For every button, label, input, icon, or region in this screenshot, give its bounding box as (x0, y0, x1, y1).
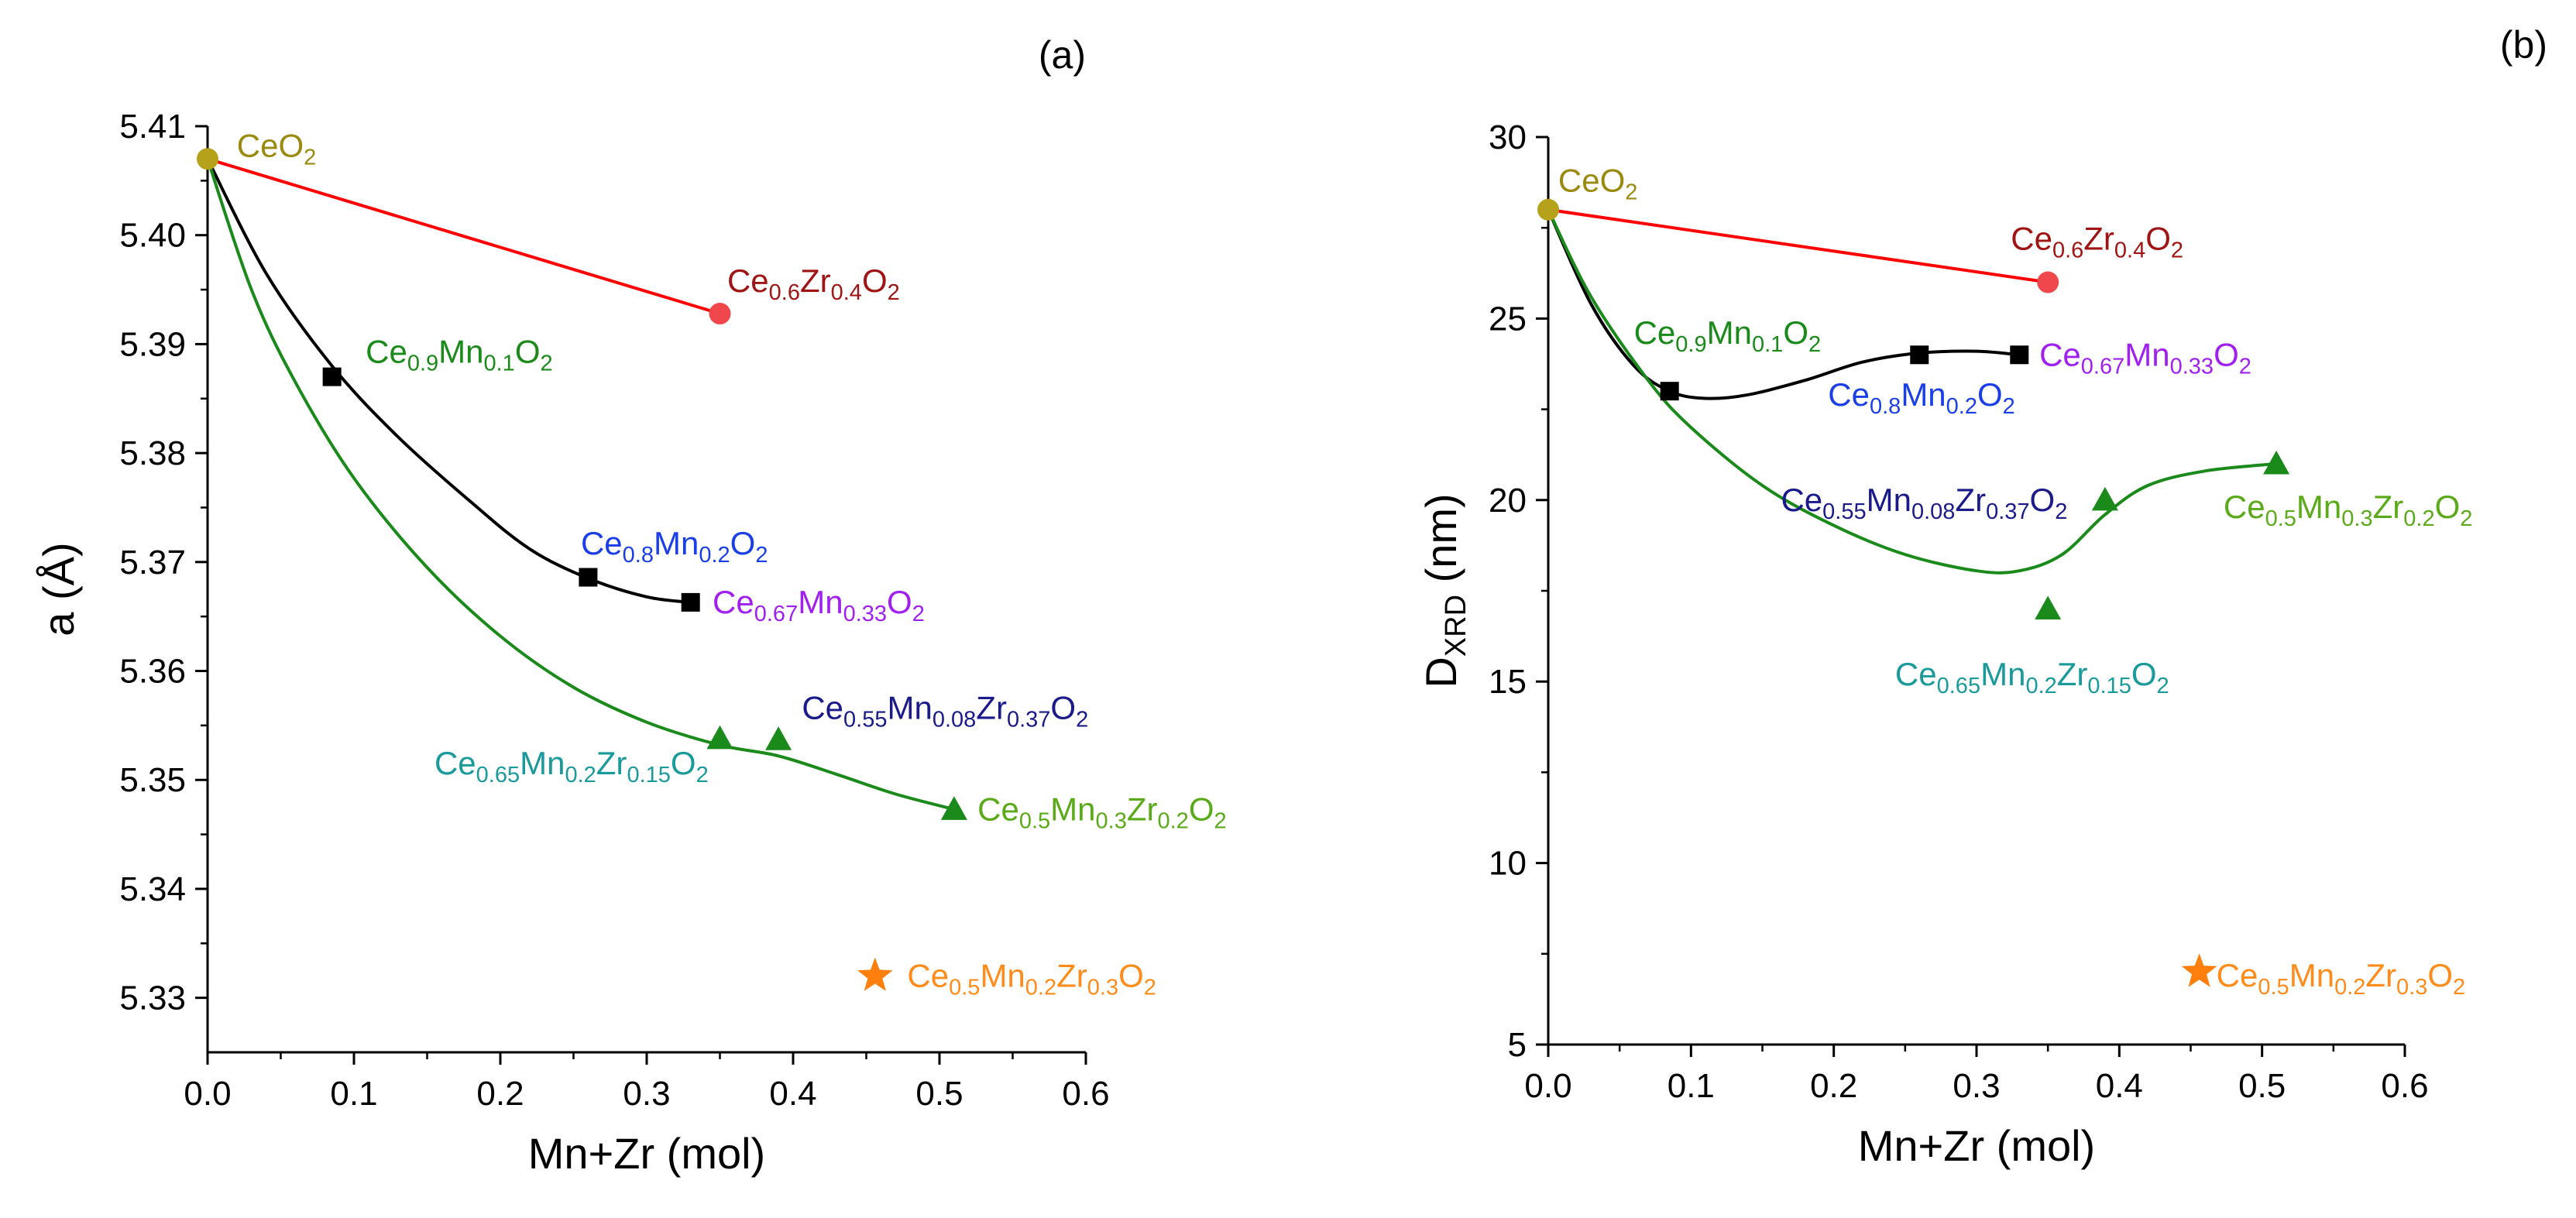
triangle-marker (940, 796, 967, 820)
y-tick-label: 5.34 (119, 870, 186, 908)
x-tick-label: 0.2 (1810, 1067, 1857, 1105)
data-label: Ce0.67Mn0.33O2 (2039, 336, 2251, 379)
star-marker (857, 957, 893, 991)
y-tick-label: 20 (1489, 482, 1527, 520)
y-tick-label: 5 (1508, 1026, 1527, 1064)
y-tick-label: 15 (1489, 663, 1527, 701)
square-marker (1910, 345, 1929, 365)
data-label: Ce0.65Mn0.2Zr0.15O2 (1895, 656, 2169, 698)
square-marker (322, 367, 342, 386)
circle-marker (1537, 198, 1559, 221)
star-marker (2181, 953, 2217, 987)
x-tick-label: 0.3 (623, 1075, 670, 1113)
y-tick-label: 5.35 (119, 761, 186, 799)
y-tick-label: 5.36 (119, 653, 186, 691)
data-label: Ce0.6Zr0.4O2 (2011, 220, 2183, 262)
x-tick-label: 0.0 (184, 1075, 231, 1113)
data-label: Ce0.55Mn0.08Zr0.37O2 (802, 689, 1088, 732)
data-label: Ce0.5Mn0.2Zr0.3O2 (2217, 957, 2466, 1000)
panel-a: 0.0 0.1 0.2 0.3 0.4 0.5 0.6 5.33 5.34 5.35 5.36 5.3… (34, 33, 1227, 1178)
panel-label: (b) (2500, 23, 2547, 67)
x-tick-label: 0.5 (2238, 1067, 2286, 1105)
data-label: Ce0.65Mn0.2Zr0.15O2 (434, 745, 709, 787)
triangle-marker (2091, 486, 2118, 511)
data-label: Ce0.5Mn0.2Zr0.3O2 (907, 958, 1156, 1000)
panel-label: (a) (1039, 33, 1086, 77)
y-tick-label: 5.38 (119, 434, 186, 472)
x-tick-label: 0.1 (1668, 1067, 1715, 1105)
circle-marker (709, 303, 731, 325)
triangle-marker (765, 726, 792, 750)
data-label: Ce0.5Mn0.3Zr0.2O2 (2224, 489, 2473, 531)
y-axis-label: a (Å) (34, 542, 83, 636)
data-label: Ce0.5Mn0.3Zr0.2O2 (977, 791, 1227, 833)
square-marker (2010, 345, 2029, 365)
data-label: Ce0.67Mn0.33O2 (713, 584, 925, 626)
x-tick-label: 0.6 (1062, 1075, 1109, 1113)
y-tick-label: 5.41 (119, 108, 186, 146)
triangle-marker (2263, 450, 2290, 475)
data-label: CeO2 (237, 127, 317, 170)
x-axis-label: Mn+Zr (mol) (1858, 1121, 2095, 1170)
y-tick-label: 5.39 (119, 325, 186, 363)
square-marker (681, 592, 700, 612)
data-label: Ce0.55Mn0.08Zr0.37O2 (1781, 482, 2067, 524)
series-line-ce-mn-zr (206, 158, 955, 811)
x-tick-label: 0.2 (476, 1075, 524, 1113)
y-tick-label: 5.37 (119, 544, 186, 582)
series-line-ce-mn (1547, 208, 2020, 400)
x-tick-label: 0.0 (1524, 1067, 1571, 1105)
circle-marker (197, 148, 218, 170)
series-line-ce-mn (206, 158, 691, 604)
data-label: Ce0.6Zr0.4O2 (727, 262, 900, 305)
circle-marker (2037, 271, 2059, 293)
series-line-ce-mn-zr (1547, 208, 2277, 575)
square-marker (579, 568, 598, 587)
data-label: Ce0.9Mn0.1O2 (1634, 314, 1822, 357)
x-tick-label: 0.1 (330, 1075, 377, 1113)
y-tick-label: 5.40 (119, 217, 186, 255)
x-tick-label: 0.4 (2096, 1067, 2143, 1105)
y-tick-label: 5.33 (119, 980, 186, 1017)
x-tick-label: 0.3 (1953, 1067, 2000, 1105)
data-label: Ce0.9Mn0.1O2 (366, 333, 553, 376)
y-tick-label: 10 (1489, 845, 1527, 883)
data-label: CeO2 (1558, 162, 1638, 204)
triangle-marker (706, 725, 733, 750)
y-tick-label: 30 (1489, 118, 1527, 156)
square-marker (1660, 382, 1679, 401)
data-label: Ce0.8Mn0.2O2 (1828, 376, 2015, 419)
series-line-ce-zr (207, 157, 721, 315)
x-axis-label: Mn+Zr (mol) (528, 1129, 765, 1178)
series-line-ce-zr (1547, 208, 2049, 284)
data-label: Ce0.8Mn0.2O2 (581, 525, 768, 568)
x-tick-label: 0.4 (769, 1075, 816, 1113)
x-tick-label: 0.5 (915, 1075, 963, 1113)
triangle-marker (2035, 595, 2062, 620)
x-tick-label: 0.6 (2381, 1067, 2428, 1105)
y-axis-label: DXRD (nm) (1417, 493, 1472, 688)
panel-b: 0.0 0.1 0.2 0.3 0.4 0.5 0.6 5 10 15 20 25 30 Mn+Zr (m… (1417, 23, 2547, 1170)
y-tick-label: 25 (1489, 300, 1527, 338)
